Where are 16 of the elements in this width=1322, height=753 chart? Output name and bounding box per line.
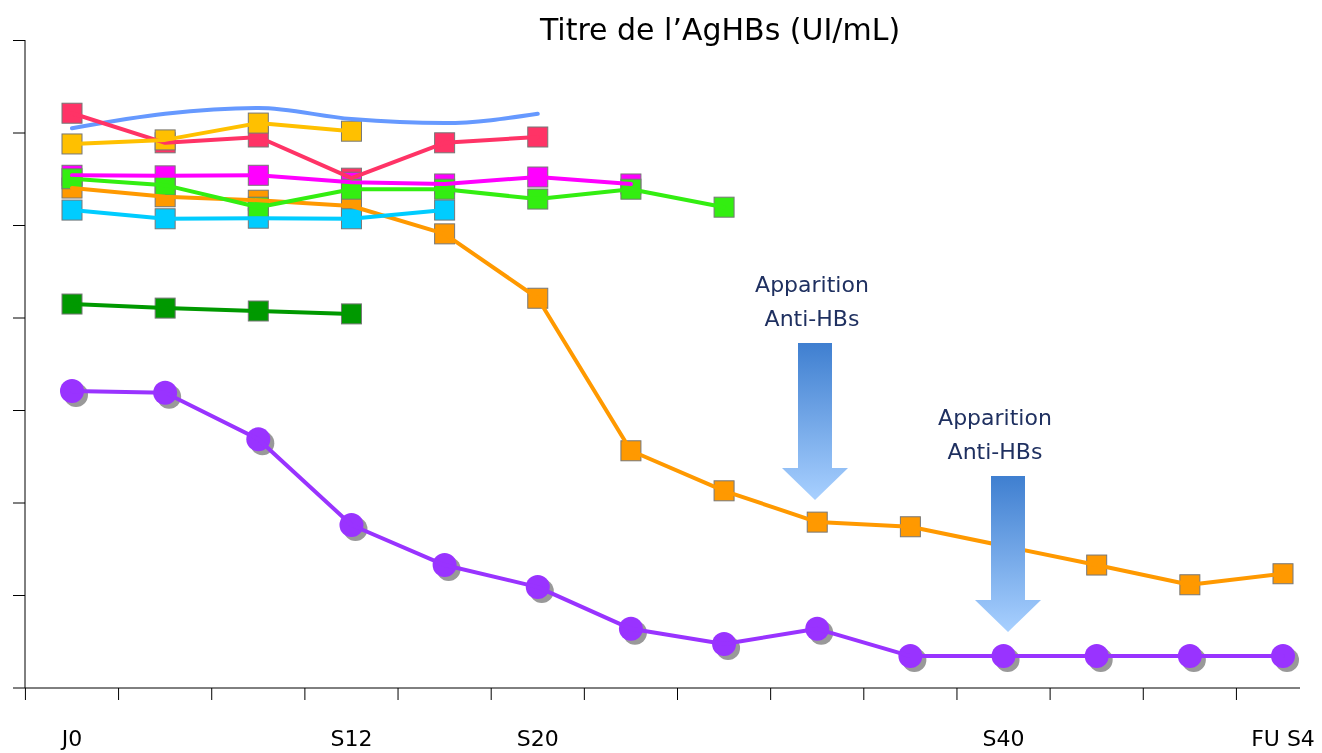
x-tick-label: S40 — [982, 726, 1025, 751]
x-tick-label: S12 — [330, 726, 373, 751]
x-tick-label: S20 — [516, 726, 559, 751]
chart-title: Titre de l’AgHBs (UI/mL) — [538, 12, 901, 47]
x-tick-label: J0 — [59, 726, 83, 751]
annotation: Apparition Anti-HBs — [755, 272, 869, 331]
x-tick-label: FU S4 — [1251, 726, 1315, 751]
point — [61, 133, 83, 155]
annotation: Apparition Anti-HBs — [938, 405, 1052, 464]
point — [61, 102, 83, 124]
point — [527, 126, 549, 148]
point — [61, 199, 83, 221]
point — [713, 196, 735, 218]
point — [1272, 563, 1294, 585]
point — [340, 303, 362, 325]
point — [61, 293, 83, 315]
